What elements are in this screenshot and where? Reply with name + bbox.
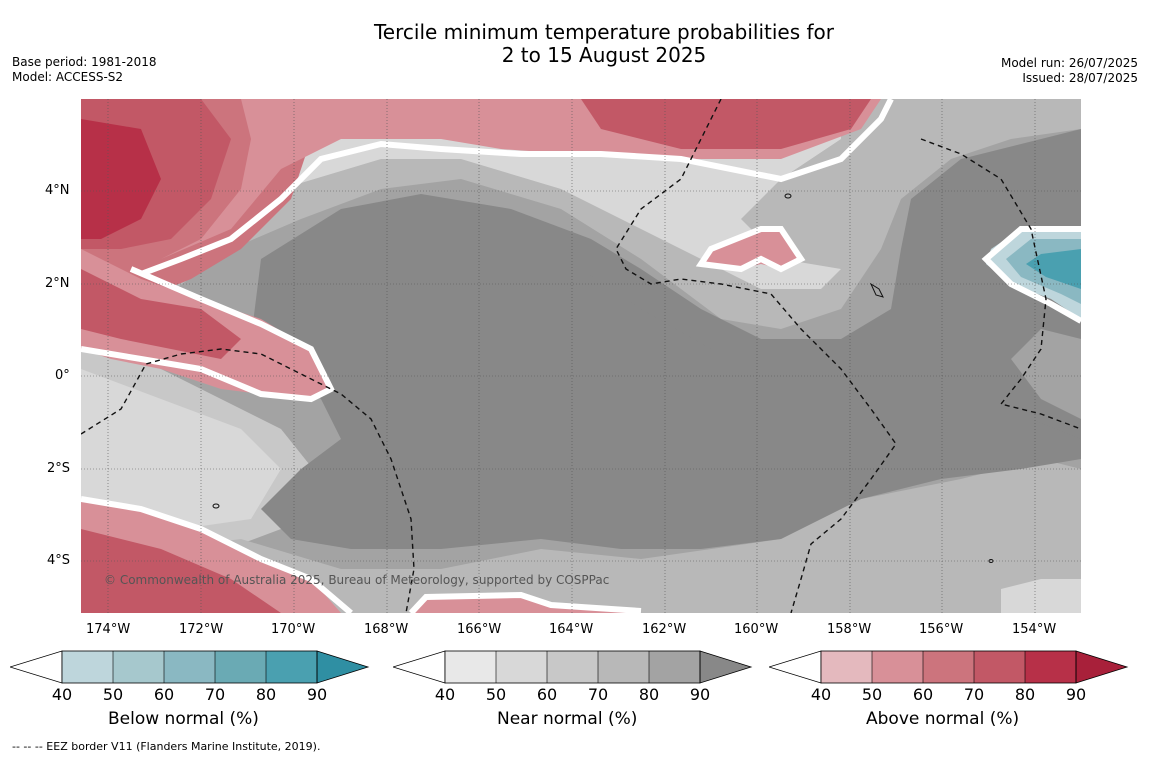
near-normal-80-ring bbox=[311, 189, 1081, 529]
above-cb-over bbox=[1075, 650, 1129, 684]
below-cb-seg-2 bbox=[113, 651, 164, 683]
above-cb-seg-2 bbox=[872, 651, 923, 683]
above-cb-seg-1 bbox=[821, 651, 872, 683]
lon-label-166w: 166°W bbox=[457, 622, 502, 637]
below-cb-under bbox=[10, 650, 63, 684]
above-cb-seg-5 bbox=[1025, 651, 1076, 683]
lat-label-0: 0° bbox=[55, 368, 70, 383]
above-tick-40: 40 bbox=[810, 685, 832, 704]
above-normal-nw-peak bbox=[81, 119, 161, 239]
lon-label-168w: 168°W bbox=[364, 622, 409, 637]
lon-label-174w: 174°W bbox=[86, 622, 131, 637]
below-tick-90: 90 bbox=[306, 685, 328, 704]
lon-label-158w: 158°W bbox=[827, 622, 872, 637]
base-period: Base period: 1981-2018 bbox=[12, 55, 157, 69]
above-tick-90: 90 bbox=[1065, 685, 1087, 704]
lon-label-160w: 160°W bbox=[734, 622, 779, 637]
colorbar-above bbox=[769, 650, 1129, 684]
lon-label-156w: 156°W bbox=[919, 622, 964, 637]
near-cb-dividers bbox=[495, 651, 650, 683]
map-canvas bbox=[81, 99, 1081, 613]
near-tick-90: 90 bbox=[689, 685, 711, 704]
near-tick-50: 50 bbox=[485, 685, 507, 704]
above-normal-north-right bbox=[581, 99, 871, 149]
above-tick-50: 50 bbox=[861, 685, 883, 704]
below-tick-60: 60 bbox=[153, 685, 175, 704]
below-legend-label: Below normal (%) bbox=[108, 709, 259, 729]
near-tick-80: 80 bbox=[638, 685, 660, 704]
near-legend-label: Near normal (%) bbox=[497, 709, 638, 729]
below-cb-seg-1 bbox=[62, 651, 113, 683]
issued-date: Issued: 28/07/2025 bbox=[1022, 71, 1138, 85]
lon-label-170w: 170°W bbox=[271, 622, 316, 637]
legend-below-normal bbox=[10, 650, 370, 684]
near-cb-seg-2 bbox=[496, 651, 547, 683]
near-tick-40: 40 bbox=[434, 685, 456, 704]
model-run: Model run: 26/07/2025 bbox=[1000, 56, 1138, 70]
below-tick-80: 80 bbox=[255, 685, 277, 704]
lat-label-2n: 2°N bbox=[45, 276, 70, 291]
map-title-line2: 2 to 15 August 2025 bbox=[501, 43, 707, 67]
below-cb-frame bbox=[61, 650, 318, 684]
above-cb-frame bbox=[820, 650, 1077, 684]
below-cb-seg-3 bbox=[164, 651, 215, 683]
lat-label-4n: 4°N bbox=[45, 183, 70, 198]
below-cb-over bbox=[316, 650, 370, 684]
above-tick-70: 70 bbox=[963, 685, 985, 704]
near-cb-seg-3 bbox=[547, 651, 598, 683]
lon-label-172w: 172°W bbox=[179, 622, 224, 637]
below-cb-dividers bbox=[112, 651, 267, 683]
below-normal-east-80 bbox=[1026, 249, 1081, 289]
near-cb-seg-5 bbox=[649, 651, 700, 683]
above-cb-seg-4 bbox=[974, 651, 1025, 683]
near-normal-60-south bbox=[81, 369, 281, 529]
above-cb-dividers bbox=[871, 651, 1026, 683]
lon-label-164w: 164°W bbox=[549, 622, 594, 637]
eez-footnote: -- -- -- EEZ border V11 (Flanders Marine… bbox=[12, 740, 321, 753]
above-normal-south-west-core bbox=[81, 529, 281, 613]
above-legend-label: Above normal (%) bbox=[866, 709, 1020, 729]
map-title-line1: Tercile minimum temperature probabilitie… bbox=[373, 20, 835, 44]
above-tick-80: 80 bbox=[1014, 685, 1036, 704]
near-cb-over bbox=[699, 650, 753, 684]
lon-label-154w: 154°W bbox=[1012, 622, 1057, 637]
near-tick-70: 70 bbox=[587, 685, 609, 704]
near-cb-seg-1 bbox=[445, 651, 496, 683]
below-tick-50: 50 bbox=[102, 685, 124, 704]
below-tick-40: 40 bbox=[51, 685, 73, 704]
islands bbox=[212, 193, 994, 563]
map-area bbox=[81, 99, 1081, 613]
near-cb-frame bbox=[444, 650, 701, 684]
above-cb-seg-3 bbox=[923, 651, 974, 683]
near-normal-50-bottom-right bbox=[1001, 579, 1081, 613]
model-name: Model: ACCESS-S2 bbox=[12, 70, 124, 84]
legend-near-normal bbox=[393, 650, 753, 684]
lat-label-4s: 4°S bbox=[47, 553, 71, 568]
near-tick-60: 60 bbox=[536, 685, 558, 704]
lon-label-162w: 162°W bbox=[642, 622, 687, 637]
above-tick-60: 60 bbox=[912, 685, 934, 704]
colorbar-near bbox=[393, 650, 753, 684]
lat-label-2s: 2°S bbox=[47, 461, 71, 476]
below-cb-seg-4 bbox=[215, 651, 266, 683]
below-tick-70: 70 bbox=[204, 685, 226, 704]
eez-borders bbox=[81, 99, 1081, 613]
colorbar-below bbox=[10, 650, 370, 684]
near-normal-60-bottom bbox=[81, 459, 1081, 613]
near-cb-under bbox=[393, 650, 446, 684]
copyright-credit: © Commonwealth of Australia 2025, Bureau… bbox=[104, 573, 610, 587]
below-cb-seg-5 bbox=[266, 651, 317, 683]
legend-above-normal bbox=[769, 650, 1129, 684]
near-cb-seg-4 bbox=[598, 651, 649, 683]
above-cb-under bbox=[769, 650, 822, 684]
above-normal-small-island bbox=[701, 229, 801, 269]
